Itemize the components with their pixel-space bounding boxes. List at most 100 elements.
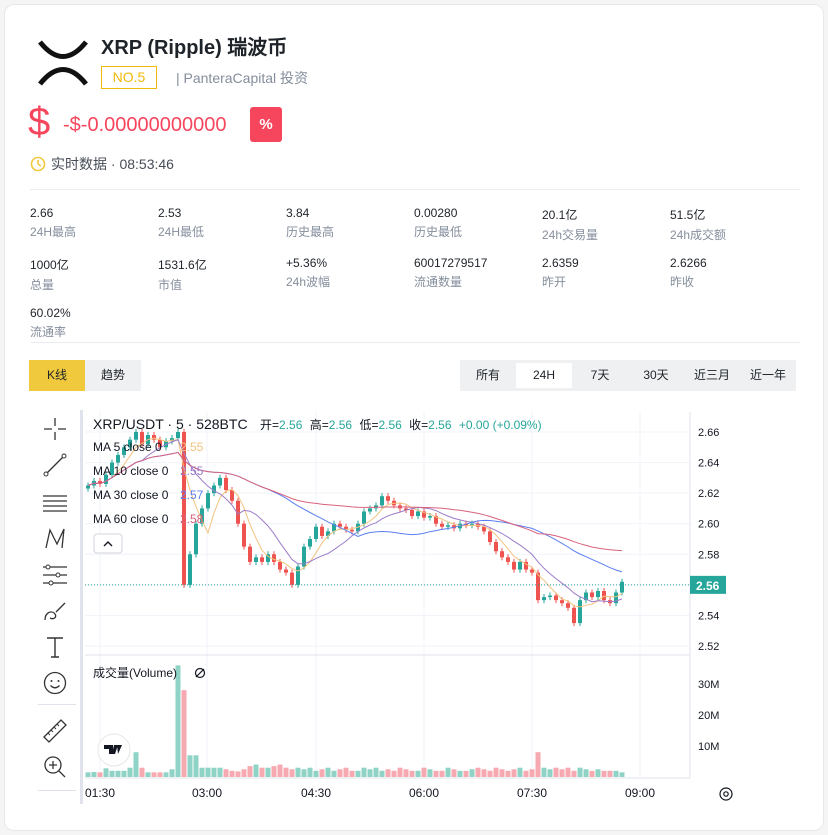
stat-value: 1531.6亿 bbox=[158, 258, 207, 272]
volume-bar bbox=[205, 767, 211, 777]
fib-lines-icon[interactable] bbox=[42, 490, 68, 516]
volume-bar bbox=[403, 769, 409, 777]
open-label: 开= bbox=[260, 418, 279, 432]
candle bbox=[98, 480, 102, 484]
stat-value: 2.6359 bbox=[542, 256, 579, 270]
tab-range-3[interactable]: 30天 bbox=[643, 368, 669, 382]
volume-bar bbox=[385, 769, 391, 777]
stat-value: 20.1亿 bbox=[542, 208, 578, 222]
candle bbox=[620, 581, 624, 593]
y-tick-label: 2.52 bbox=[698, 641, 719, 653]
stat-value: 60.02% bbox=[30, 306, 71, 320]
pattern-icon[interactable] bbox=[42, 526, 68, 552]
volume-bar bbox=[553, 767, 559, 777]
volume-bar bbox=[445, 767, 451, 777]
realtime-status: 实时数据 · 08:53:46 bbox=[30, 154, 174, 174]
volume-bar bbox=[523, 770, 529, 777]
volume-bar bbox=[319, 769, 325, 777]
candle bbox=[362, 511, 366, 524]
tab-range-1[interactable]: 24H bbox=[516, 363, 572, 388]
volume-bar bbox=[547, 769, 553, 777]
candle bbox=[182, 432, 186, 585]
ma10-line bbox=[87, 438, 623, 603]
stat-label: 24h交易量 bbox=[542, 228, 599, 242]
candle bbox=[242, 523, 246, 547]
volume-bar bbox=[607, 770, 613, 777]
candle bbox=[206, 493, 210, 509]
candle bbox=[482, 526, 486, 532]
percent-button[interactable]: % bbox=[250, 107, 282, 142]
volume-bar bbox=[595, 769, 601, 777]
volume-bar bbox=[493, 767, 499, 777]
stat-item: 0.00280 历史最低 bbox=[414, 206, 542, 243]
investor-label: | PanteraCapital 投资 bbox=[176, 70, 309, 86]
volume-bar bbox=[139, 767, 145, 777]
volume-bar bbox=[613, 770, 619, 777]
zoom-in-icon[interactable] bbox=[42, 754, 68, 780]
volume-bar bbox=[571, 770, 577, 777]
volume-bar bbox=[619, 772, 625, 777]
candle bbox=[428, 516, 432, 518]
emoji-icon[interactable] bbox=[42, 670, 68, 696]
candle bbox=[248, 546, 252, 562]
volume-bar bbox=[157, 772, 163, 777]
hide-volume-icon[interactable] bbox=[194, 667, 206, 679]
volume-bar bbox=[427, 769, 433, 777]
settings-gear-icon[interactable] bbox=[719, 787, 733, 801]
volume-bar bbox=[583, 769, 589, 777]
stat-label: 市值 bbox=[158, 278, 183, 292]
candle bbox=[302, 546, 306, 567]
volume-bar bbox=[379, 770, 385, 777]
y-tick-label: 2.60 bbox=[698, 519, 719, 531]
ruler-icon[interactable] bbox=[42, 718, 68, 744]
candle bbox=[446, 525, 450, 527]
candle bbox=[422, 511, 426, 518]
candle bbox=[308, 539, 312, 547]
volume-bar bbox=[121, 770, 127, 777]
candle bbox=[596, 590, 600, 598]
candle bbox=[200, 508, 204, 524]
volume-bar bbox=[439, 770, 445, 777]
volume-bar bbox=[541, 767, 547, 777]
prediction-icon[interactable] bbox=[42, 562, 68, 588]
stat-value: 2.66 bbox=[30, 206, 54, 220]
volume-bar bbox=[451, 769, 457, 777]
volume-bar bbox=[373, 767, 379, 777]
candle bbox=[440, 523, 444, 527]
tab-range-5[interactable]: 近一年 bbox=[749, 368, 786, 382]
last-price-label: 2.56 bbox=[696, 579, 720, 593]
tab-range-2[interactable]: 7天 bbox=[590, 368, 610, 382]
candle bbox=[314, 526, 318, 539]
volume-bar bbox=[577, 767, 583, 777]
collapse-legend-button[interactable] bbox=[93, 533, 123, 554]
volume-bar bbox=[349, 770, 355, 777]
stat-label: 历史最高 bbox=[286, 225, 335, 239]
stat-value: 60017279517 bbox=[414, 256, 488, 270]
trend-line-icon[interactable] bbox=[42, 452, 68, 478]
close-value: 2.56 bbox=[428, 418, 452, 432]
x-tick-label: 07:30 bbox=[517, 786, 547, 800]
tab-view-1[interactable]: 趋势 bbox=[100, 368, 125, 382]
currency-symbol: $ bbox=[28, 100, 51, 144]
candle bbox=[614, 592, 618, 604]
volume-bar bbox=[97, 772, 103, 777]
volume-bar bbox=[505, 770, 511, 777]
brush-icon[interactable] bbox=[42, 598, 68, 624]
volume-bar bbox=[103, 768, 109, 777]
volume-bar bbox=[331, 770, 337, 777]
text-icon[interactable] bbox=[42, 634, 68, 660]
crosshair-icon[interactable] bbox=[42, 416, 68, 442]
volume-bar bbox=[559, 769, 565, 777]
candle bbox=[134, 432, 138, 440]
tab-range-0[interactable]: 所有 bbox=[475, 368, 500, 382]
y-tick-label: 2.54 bbox=[698, 610, 719, 622]
tab-view-0[interactable]: K线 bbox=[29, 360, 85, 391]
divider bbox=[38, 790, 76, 791]
toolbar-splitter[interactable] bbox=[80, 410, 83, 804]
high-value: 2.56 bbox=[329, 418, 353, 432]
tab-range-4[interactable]: 近三月 bbox=[693, 368, 730, 382]
volume-bar bbox=[283, 767, 289, 777]
volume-bar bbox=[115, 770, 121, 777]
candle bbox=[254, 557, 258, 562]
